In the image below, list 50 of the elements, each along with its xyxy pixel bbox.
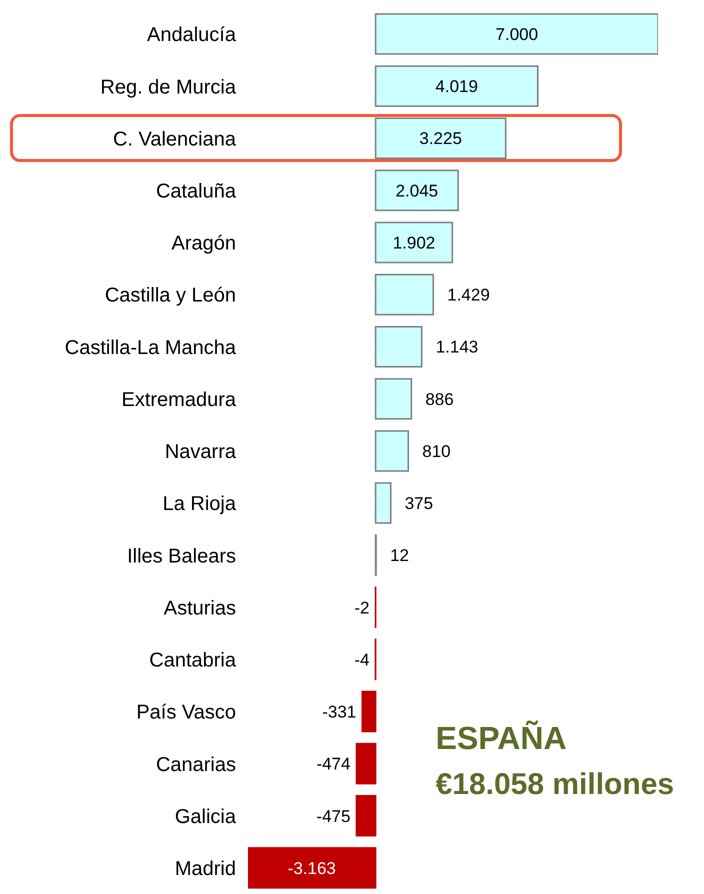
y-tick-label: Andalucía (147, 24, 237, 46)
y-tick-label: Canarias (156, 754, 236, 776)
y-tick-label: Cantabria (149, 650, 237, 672)
data-label: -474 (316, 754, 350, 774)
y-tick-label: C. Valenciana (112, 128, 237, 150)
y-tick-label: La Rioja (162, 493, 237, 516)
bar (374, 430, 410, 472)
annotation: €18.058 millones (436, 768, 674, 802)
data-label: 810 (422, 442, 451, 461)
data-label: 2.045 (396, 181, 438, 200)
data-label: -3.163 (288, 858, 336, 878)
y-tick-label: Castilla y León (104, 284, 236, 307)
data-label: -2 (354, 598, 370, 618)
y-tick-label: Asturias (164, 597, 236, 620)
bar (374, 65, 538, 107)
data-label: 375 (404, 494, 434, 514)
bar (374, 117, 506, 159)
data-label: 4.019 (435, 77, 478, 96)
y-tick-label: Reg. de Murcia (100, 76, 237, 98)
y-tick-label: Castilla-La Mancha (64, 336, 237, 359)
bar (374, 378, 412, 420)
bar (248, 847, 376, 889)
data-label: 3.225 (419, 129, 462, 148)
data-label: -475 (316, 806, 350, 826)
data-label: 1.902 (392, 233, 436, 252)
data-label: 7.000 (496, 25, 538, 44)
bar (374, 13, 658, 55)
y-tick-label: Cataluña (156, 180, 237, 203)
y-tick-label: Madrid (174, 858, 236, 880)
data-label: -4 (354, 650, 370, 670)
data-label: 1.143 (436, 338, 478, 357)
bar (374, 482, 392, 524)
data-label: 1.429 (447, 286, 490, 305)
y-tick-label: Navarra (164, 441, 237, 464)
y-tick-label: País Vasco (136, 702, 236, 724)
bar (374, 326, 422, 368)
data-label: 12 (390, 546, 410, 566)
y-tick-label: Galicia (174, 806, 237, 828)
bar (362, 690, 376, 732)
y-tick-label: Illes Balears (127, 545, 236, 568)
bar (374, 274, 434, 316)
bar (374, 222, 454, 264)
bar (356, 795, 376, 837)
data-label: 886 (425, 390, 454, 409)
y-tick-label: Extremadura (122, 388, 237, 411)
bar (356, 742, 376, 784)
y-tick-label: Aragón (172, 232, 236, 255)
annotation: ESPAÑA (436, 720, 567, 757)
data-label: -331 (322, 702, 356, 722)
bar (374, 170, 459, 212)
